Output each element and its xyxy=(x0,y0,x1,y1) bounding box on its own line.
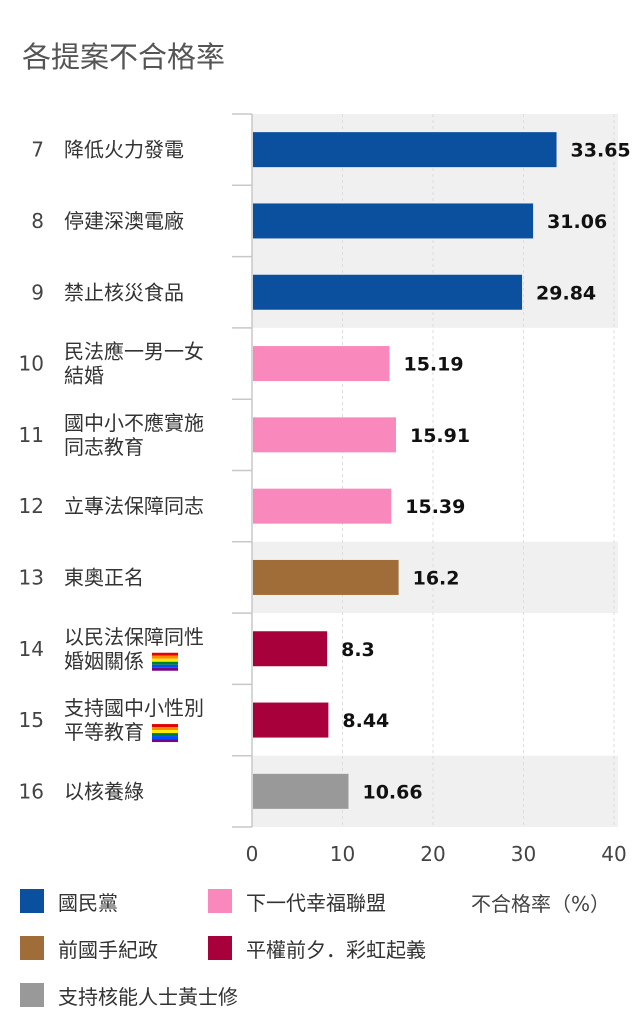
row-number: 11 xyxy=(19,423,44,447)
legend-label: 平權前夕．彩虹起義 xyxy=(246,937,426,962)
category-label: 停建深澳電廠 xyxy=(64,209,184,233)
bar xyxy=(253,488,392,524)
x-tick-label: 10 xyxy=(330,842,355,866)
row-number: 15 xyxy=(19,708,44,732)
legend-label: 國民黨 xyxy=(58,890,118,915)
bar xyxy=(253,702,329,738)
legend-item-next-generation: 下一代幸福聯盟 xyxy=(208,886,386,916)
rainbow-flag-icon xyxy=(152,652,178,671)
legend-swatch xyxy=(208,936,232,960)
row-number: 12 xyxy=(19,494,44,518)
bar-chart: 33.65 7 降低火力發電 31.06 8 停建深澳電廠 29.84 9 禁止核災食品 15.1… xyxy=(19,113,631,866)
data-label: 8.44 xyxy=(342,710,389,732)
category-label: 支持國中小性別 xyxy=(64,696,204,720)
row-number: 9 xyxy=(31,280,44,304)
legend-swatch xyxy=(20,889,44,913)
bar xyxy=(253,274,523,310)
x-tick-label: 30 xyxy=(511,842,536,866)
legend: 國民黨 下一代幸福聯盟 前國手紀政 平權前夕．彩虹起義 支持核能人士黃士修 不合… xyxy=(20,878,630,1028)
category-label: 降低火力發電 xyxy=(64,138,184,162)
bar xyxy=(253,559,399,595)
data-label: 10.66 xyxy=(362,781,422,803)
legend-label: 下一代幸福聯盟 xyxy=(246,890,386,915)
legend-item-rainbow-rising: 平權前夕．彩虹起義 xyxy=(208,933,426,963)
bar xyxy=(253,132,557,168)
category-label: 民法應一男一女 xyxy=(64,340,204,364)
category-label: 以民法保障同性 xyxy=(64,625,204,649)
category-label: 結婚 xyxy=(64,364,104,388)
category-label: 東奧正名 xyxy=(64,565,144,589)
data-label: 16.2 xyxy=(413,567,460,589)
legend-item-nuclear-supporters: 支持核能人士黃士修 xyxy=(20,980,238,1010)
x-tick-label: 0 xyxy=(246,842,259,866)
category-label: 婚姻關係 xyxy=(64,649,144,673)
legend-swatch xyxy=(20,983,44,1007)
data-label: 15.19 xyxy=(403,354,463,376)
row-number: 13 xyxy=(19,565,44,589)
category-label: 平等教育 xyxy=(64,720,144,744)
row-number: 8 xyxy=(31,209,44,233)
bar xyxy=(253,346,390,382)
legend-item-chi-cheng: 前國手紀政 xyxy=(20,933,158,963)
data-label: 29.84 xyxy=(536,282,596,304)
row-number: 10 xyxy=(19,352,44,376)
bar xyxy=(253,773,349,809)
category-label: 以核養綠 xyxy=(64,779,144,803)
x-tick-label: 40 xyxy=(601,842,626,866)
category-label: 立專法保障同志 xyxy=(64,494,204,518)
data-label: 15.39 xyxy=(405,496,465,518)
row-number: 14 xyxy=(19,637,44,661)
chart-title: 各提案不合格率 xyxy=(22,40,226,74)
legend-swatch xyxy=(208,889,232,913)
bar xyxy=(253,417,396,453)
data-label: 8.3 xyxy=(341,639,375,661)
legend-label: 支持核能人士黃士修 xyxy=(58,984,238,1009)
rainbow-flag-icon xyxy=(152,724,178,743)
data-label: 33.65 xyxy=(571,140,631,162)
row-number: 7 xyxy=(31,138,44,162)
data-label: 31.06 xyxy=(547,211,607,233)
bar xyxy=(253,203,534,239)
category-label: 國中小不應實施 xyxy=(64,411,204,435)
category-label: 禁止核災食品 xyxy=(64,280,184,304)
x-tick-label: 20 xyxy=(420,842,445,866)
data-label: 15.91 xyxy=(410,425,470,447)
legend-label: 前國手紀政 xyxy=(58,937,158,962)
legend-swatch xyxy=(20,936,44,960)
bar xyxy=(253,631,328,667)
x-axis-label: 不合格率（%） xyxy=(471,892,611,916)
row-number: 16 xyxy=(19,779,44,803)
category-label: 同志教育 xyxy=(64,435,144,459)
legend-item-kmt: 國民黨 xyxy=(20,886,118,916)
